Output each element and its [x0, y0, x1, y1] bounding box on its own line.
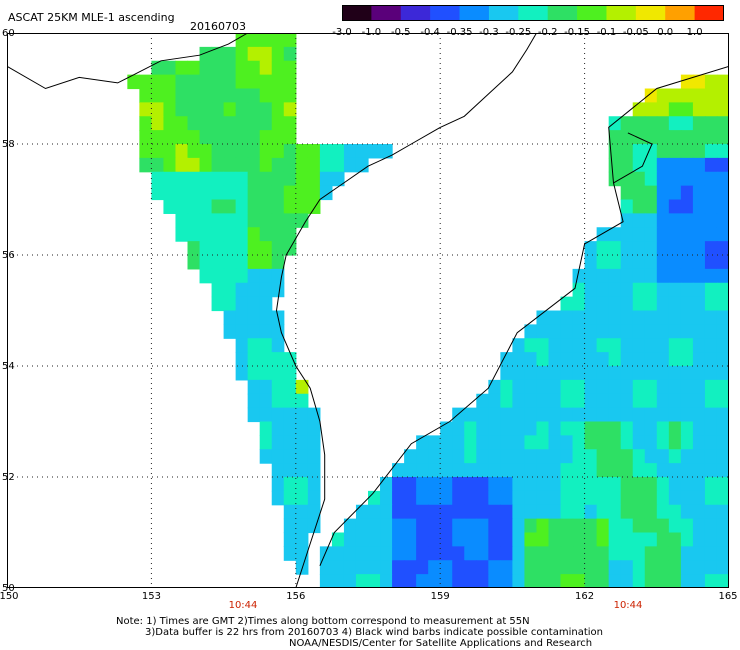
latitude-label: 52: [2, 472, 15, 483]
longitude-label: 150: [0, 591, 19, 602]
latitude-label: 54: [2, 361, 15, 372]
colorbar-label: -0.1: [596, 27, 617, 38]
colorbar-label: -0.2: [537, 27, 558, 38]
note-line-1: Note: 1) Times are GMT 2)Times along bot…: [116, 616, 530, 627]
colorbar-swatch-4: [459, 5, 490, 21]
time-label-right: 10:44: [613, 600, 643, 611]
colorbar-label: 1.0: [686, 27, 703, 38]
colorbar-swatch-9: [606, 5, 637, 21]
colorbar-swatch-3: [430, 5, 461, 21]
wind-field: [127, 33, 729, 588]
colorbar-label: -0.35: [446, 27, 473, 38]
colorbar-swatch-8: [577, 5, 607, 21]
colorbar-swatch-10: [635, 5, 666, 21]
colorbar-label: -0.05: [622, 27, 649, 38]
colorbar: [342, 5, 724, 21]
colorbar-swatch-0: [342, 5, 372, 21]
colorbar-label: -0.3: [479, 27, 499, 38]
coastline: [7, 33, 729, 588]
longitude-label: 159: [430, 591, 450, 602]
coastline-segment-1: [319, 65, 729, 566]
map-title: ASCAT 25KM MLE-1 ascending: [8, 11, 175, 24]
longitude-label: 165: [718, 591, 738, 602]
colorbar-label: -0.4: [420, 27, 440, 38]
longitude-label: 156: [286, 591, 306, 602]
time-label-left: 10:44: [228, 600, 258, 611]
longitude-label: 153: [141, 591, 161, 602]
colorbar-label: -0.15: [564, 27, 590, 38]
colorbar-swatch-1: [371, 5, 402, 21]
latitude-label: 50: [2, 583, 15, 594]
map-frame: [7, 33, 729, 588]
latitude-label: 60: [2, 28, 15, 39]
latitude-label: 58: [2, 139, 15, 150]
longitude-label: 162: [575, 591, 595, 602]
coastline-segment-3: [613, 132, 653, 184]
note-line-2: 3)Data buffer is 22 hrs from 20160703 4)…: [145, 627, 603, 638]
lat-lon-grid: [7, 33, 729, 588]
coastline-segment-0: [275, 33, 537, 588]
colorbar-label: -0.25: [505, 27, 532, 38]
colorbar-label: -0.5: [391, 27, 411, 38]
latitude-label: 56: [2, 250, 15, 261]
colorbar-swatch-5: [488, 5, 519, 21]
colorbar-swatch-2: [400, 5, 431, 21]
wind-map: [7, 33, 729, 588]
colorbar-swatch-12: [694, 5, 724, 21]
note-line-3: NOAA/NESDIS/Center for Satellite Applica…: [289, 638, 593, 649]
colorbar-swatch-6: [518, 5, 549, 21]
colorbar-swatch-7: [547, 5, 578, 21]
coastline-segment-2: [7, 33, 248, 90]
colorbar-label: -3.0: [332, 27, 352, 38]
map-date: 20160703: [190, 20, 246, 33]
colorbar-label: 0.0: [657, 27, 674, 38]
colorbar-swatch-11: [665, 5, 696, 21]
colorbar-label: -1.0: [361, 27, 382, 38]
